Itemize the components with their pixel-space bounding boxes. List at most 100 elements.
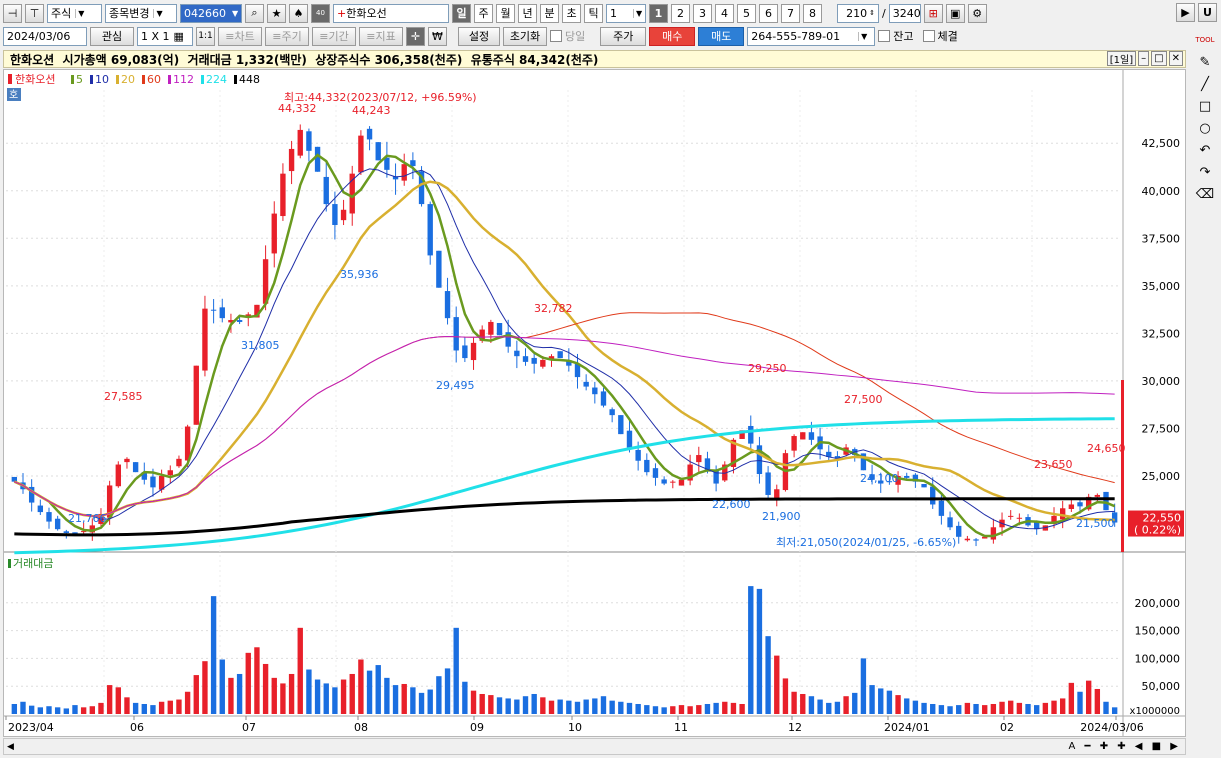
ma-line bbox=[14, 417, 1115, 555]
grid-icon[interactable]: ⊞ bbox=[923, 3, 943, 23]
candle-body bbox=[384, 157, 390, 170]
star-icon[interactable]: ★ bbox=[267, 3, 286, 23]
play-button[interactable]: ▶ bbox=[1176, 3, 1195, 22]
index-button[interactable]: ≡지표 bbox=[359, 26, 403, 46]
term-button[interactable]: ≡기간 bbox=[312, 26, 356, 46]
page-7[interactable]: 7 bbox=[781, 3, 800, 23]
page-2[interactable]: 2 bbox=[671, 3, 690, 23]
spade-icon[interactable]: ♠ bbox=[289, 3, 308, 23]
candle-body bbox=[791, 436, 797, 451]
undo-icon[interactable]: ↶ bbox=[1199, 142, 1211, 158]
execution-checkbox[interactable]: 체결 bbox=[922, 28, 958, 44]
page-3[interactable]: 3 bbox=[693, 3, 712, 23]
stock-code-input[interactable]: 042660 ▼ bbox=[180, 3, 242, 23]
candle-body bbox=[514, 350, 520, 357]
chart-area[interactable]: 42,500 40,000 37,500 35,000 32,500 30,000 27,5… bbox=[3, 69, 1186, 737]
eraser-icon[interactable]: ⌫ bbox=[1195, 186, 1215, 202]
date-input[interactable]: 2024/03/06 bbox=[3, 26, 87, 46]
volume-bar bbox=[964, 702, 971, 714]
volume-bar bbox=[904, 698, 910, 714]
count-input[interactable]: 210 ⇕ bbox=[837, 3, 879, 23]
grid-select[interactable]: 1 X 1 ▦ bbox=[137, 26, 193, 46]
page-5[interactable]: 5 bbox=[737, 3, 756, 23]
candle-body bbox=[332, 204, 338, 225]
candle-body bbox=[54, 518, 61, 530]
ma-line bbox=[14, 335, 1115, 517]
line-icon[interactable]: ╱ bbox=[1201, 76, 1209, 92]
price-tick-label: 30,000 bbox=[1142, 375, 1181, 388]
ho-badge bbox=[7, 88, 21, 101]
layout-icon[interactable]: ⊣ bbox=[3, 3, 22, 23]
tool-icon[interactable]: TOOL bbox=[1195, 36, 1215, 44]
gear-icon[interactable]: ⚙ bbox=[967, 3, 987, 23]
period-week[interactable]: 주 bbox=[474, 3, 493, 23]
period-month[interactable]: 월 bbox=[496, 3, 515, 23]
chart-scrollbar[interactable]: ◀ A ━ ✚ ✚ ◀ ■ ▶ bbox=[3, 738, 1186, 755]
pin-icon[interactable]: ⊤ bbox=[25, 3, 44, 23]
won-icon[interactable]: ₩ bbox=[428, 26, 447, 46]
minimize-icon[interactable]: – bbox=[1138, 51, 1150, 66]
candle-body bbox=[748, 425, 754, 444]
plus-icon: + bbox=[337, 6, 347, 20]
chart-canvas[interactable]: 42,500 40,000 37,500 35,000 32,500 30,000 27,5… bbox=[4, 70, 1185, 736]
chart-button[interactable]: ≡차트 bbox=[218, 26, 262, 46]
page-4[interactable]: 4 bbox=[715, 3, 734, 23]
sameday-checkbox[interactable]: 당일 bbox=[550, 28, 585, 44]
candle-body bbox=[375, 142, 381, 161]
candle-body bbox=[904, 475, 910, 478]
price-button[interactable]: 주가 bbox=[600, 26, 647, 46]
page-8[interactable]: 8 bbox=[803, 3, 822, 23]
buy-button[interactable]: 매수 bbox=[649, 26, 696, 46]
volume-bar bbox=[938, 705, 945, 714]
maximize-icon[interactable]: □ bbox=[1151, 51, 1167, 66]
time-tick-label: 07 bbox=[242, 721, 256, 734]
legend-marker bbox=[71, 75, 74, 84]
reset-button[interactable]: 초기화 bbox=[503, 26, 547, 46]
candle-body bbox=[730, 439, 737, 467]
market-select[interactable]: 주식 ▼ bbox=[47, 3, 102, 23]
candle-body bbox=[479, 329, 485, 341]
forty-fifty-icon[interactable]: 40 bbox=[311, 3, 330, 23]
candle-body bbox=[652, 468, 659, 478]
circle-icon[interactable]: ○ bbox=[1199, 120, 1211, 136]
volume-bar bbox=[306, 669, 312, 714]
stock-change-select[interactable]: 종목변경 ▼ bbox=[105, 3, 177, 23]
close-icon[interactable]: ✕ bbox=[1168, 51, 1183, 66]
volume-bar bbox=[1025, 703, 1031, 714]
zoom-controls[interactable]: A ━ ✚ ✚ ◀ ■ ▶ bbox=[1068, 741, 1181, 752]
setting-button[interactable]: 설정 bbox=[458, 26, 500, 46]
volume-bar bbox=[895, 695, 901, 714]
pencil-icon[interactable]: ✎ bbox=[1199, 54, 1211, 70]
one-one-button[interactable]: 1:1 bbox=[196, 26, 215, 46]
candle-body bbox=[618, 415, 624, 435]
period-tick[interactable]: 틱 bbox=[584, 3, 603, 23]
u-button[interactable]: U bbox=[1198, 3, 1217, 22]
total-field: 3240 bbox=[888, 3, 921, 23]
page-6[interactable]: 6 bbox=[759, 3, 778, 23]
period-year[interactable]: 년 bbox=[518, 3, 537, 23]
candle-body bbox=[964, 538, 971, 541]
stock-name-field[interactable]: + 한화오선 bbox=[333, 3, 449, 23]
page-1[interactable]: 1 bbox=[649, 3, 668, 23]
volume-bar bbox=[722, 701, 728, 714]
candle-body bbox=[470, 342, 477, 361]
volume-bar bbox=[696, 705, 702, 714]
balance-checkbox[interactable]: 잔고 bbox=[878, 28, 914, 44]
indicator-button[interactable]: ≡주기 bbox=[265, 26, 309, 46]
account-select[interactable]: 264-555-789-01 ▼ bbox=[747, 26, 876, 46]
search-icon[interactable]: ⌕ bbox=[245, 3, 264, 23]
redo-icon[interactable]: ↷ bbox=[1199, 164, 1211, 180]
scroll-left-icon[interactable]: ◀ bbox=[7, 741, 14, 752]
period-minute[interactable]: 분 bbox=[540, 3, 559, 23]
period-value-select[interactable]: 1 ▼ bbox=[606, 3, 646, 23]
watch-button[interactable]: 관심 bbox=[90, 26, 134, 46]
period-day[interactable]: 일 bbox=[452, 3, 471, 23]
crosshair-icon[interactable]: ✛ bbox=[406, 26, 425, 46]
candle-body bbox=[184, 426, 191, 461]
sell-button[interactable]: 매도 bbox=[698, 26, 745, 46]
period-second[interactable]: 초 bbox=[562, 3, 581, 23]
info-stock-name: 한화오션 bbox=[10, 52, 55, 67]
save-icon[interactable]: ▣ bbox=[945, 3, 965, 23]
rectangle-icon[interactable]: □ bbox=[1198, 98, 1212, 114]
time-tick-label: 2024/01 bbox=[884, 721, 930, 734]
